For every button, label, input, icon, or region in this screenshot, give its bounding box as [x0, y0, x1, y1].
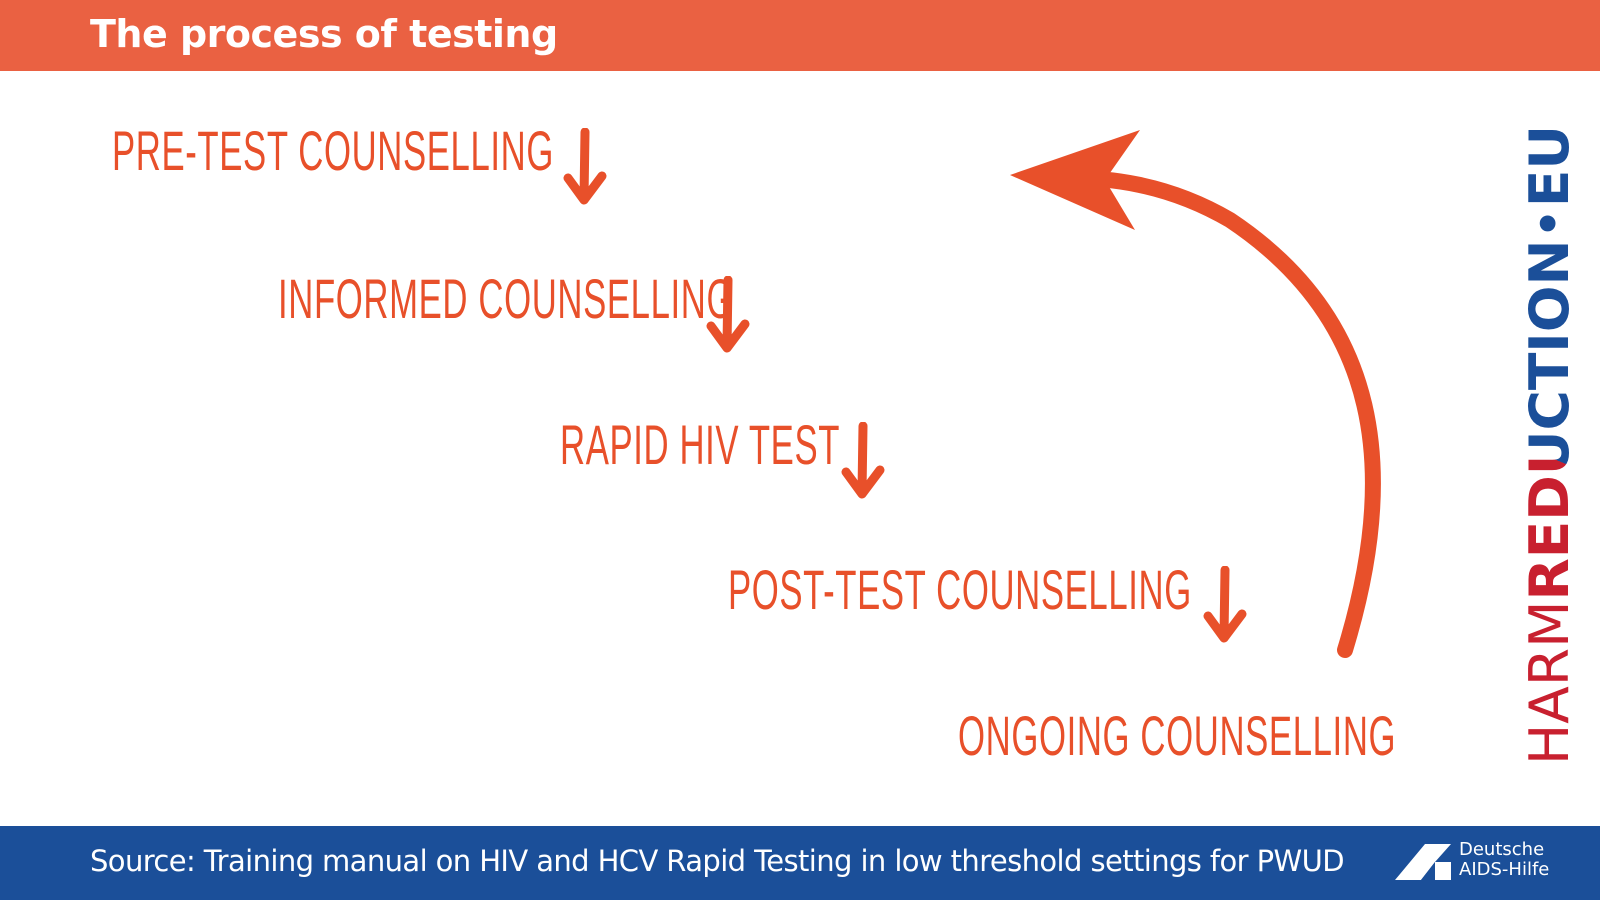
- step-rapid-test: RAPID HIV TEST: [560, 413, 841, 476]
- down-arrow-icon: [563, 128, 607, 205]
- svg-text:HARMREDUCTION•EU: HARMREDUCTION•EU: [1520, 125, 1580, 765]
- step-informed: INFORMED COUNSELLING: [278, 267, 735, 330]
- step-ongoing: ONGOING COUNSELLING: [958, 704, 1397, 767]
- harmreduction-eu-logo: HARMREDUCTION•EU: [1520, 125, 1580, 765]
- step-pre-test: PRE-TEST COUNSELLING: [112, 119, 554, 182]
- header-bar: The process of testing: [0, 0, 1600, 71]
- slide-title: The process of testing: [90, 12, 558, 56]
- down-arrow-icon: [706, 276, 750, 353]
- step-post-test: POST-TEST COUNSELLING: [728, 558, 1192, 621]
- dah-logo-icon: [1395, 844, 1451, 880]
- org-name-line2: AIDS-Hilfe: [1459, 859, 1550, 880]
- org-name-line1: Deutsche: [1459, 839, 1545, 860]
- footer-bar: Source: Training manual on HIV and HCV R…: [0, 826, 1600, 900]
- source-citation: Source: Training manual on HIV and HCV R…: [90, 844, 1345, 878]
- down-arrow-icon: [1203, 566, 1247, 643]
- deutsche-aids-hilfe-logo: Deutsche AIDS-Hilfe: [1395, 840, 1565, 890]
- loop-back-arrow-icon: [1010, 130, 1381, 658]
- down-arrow-icon: [841, 422, 885, 499]
